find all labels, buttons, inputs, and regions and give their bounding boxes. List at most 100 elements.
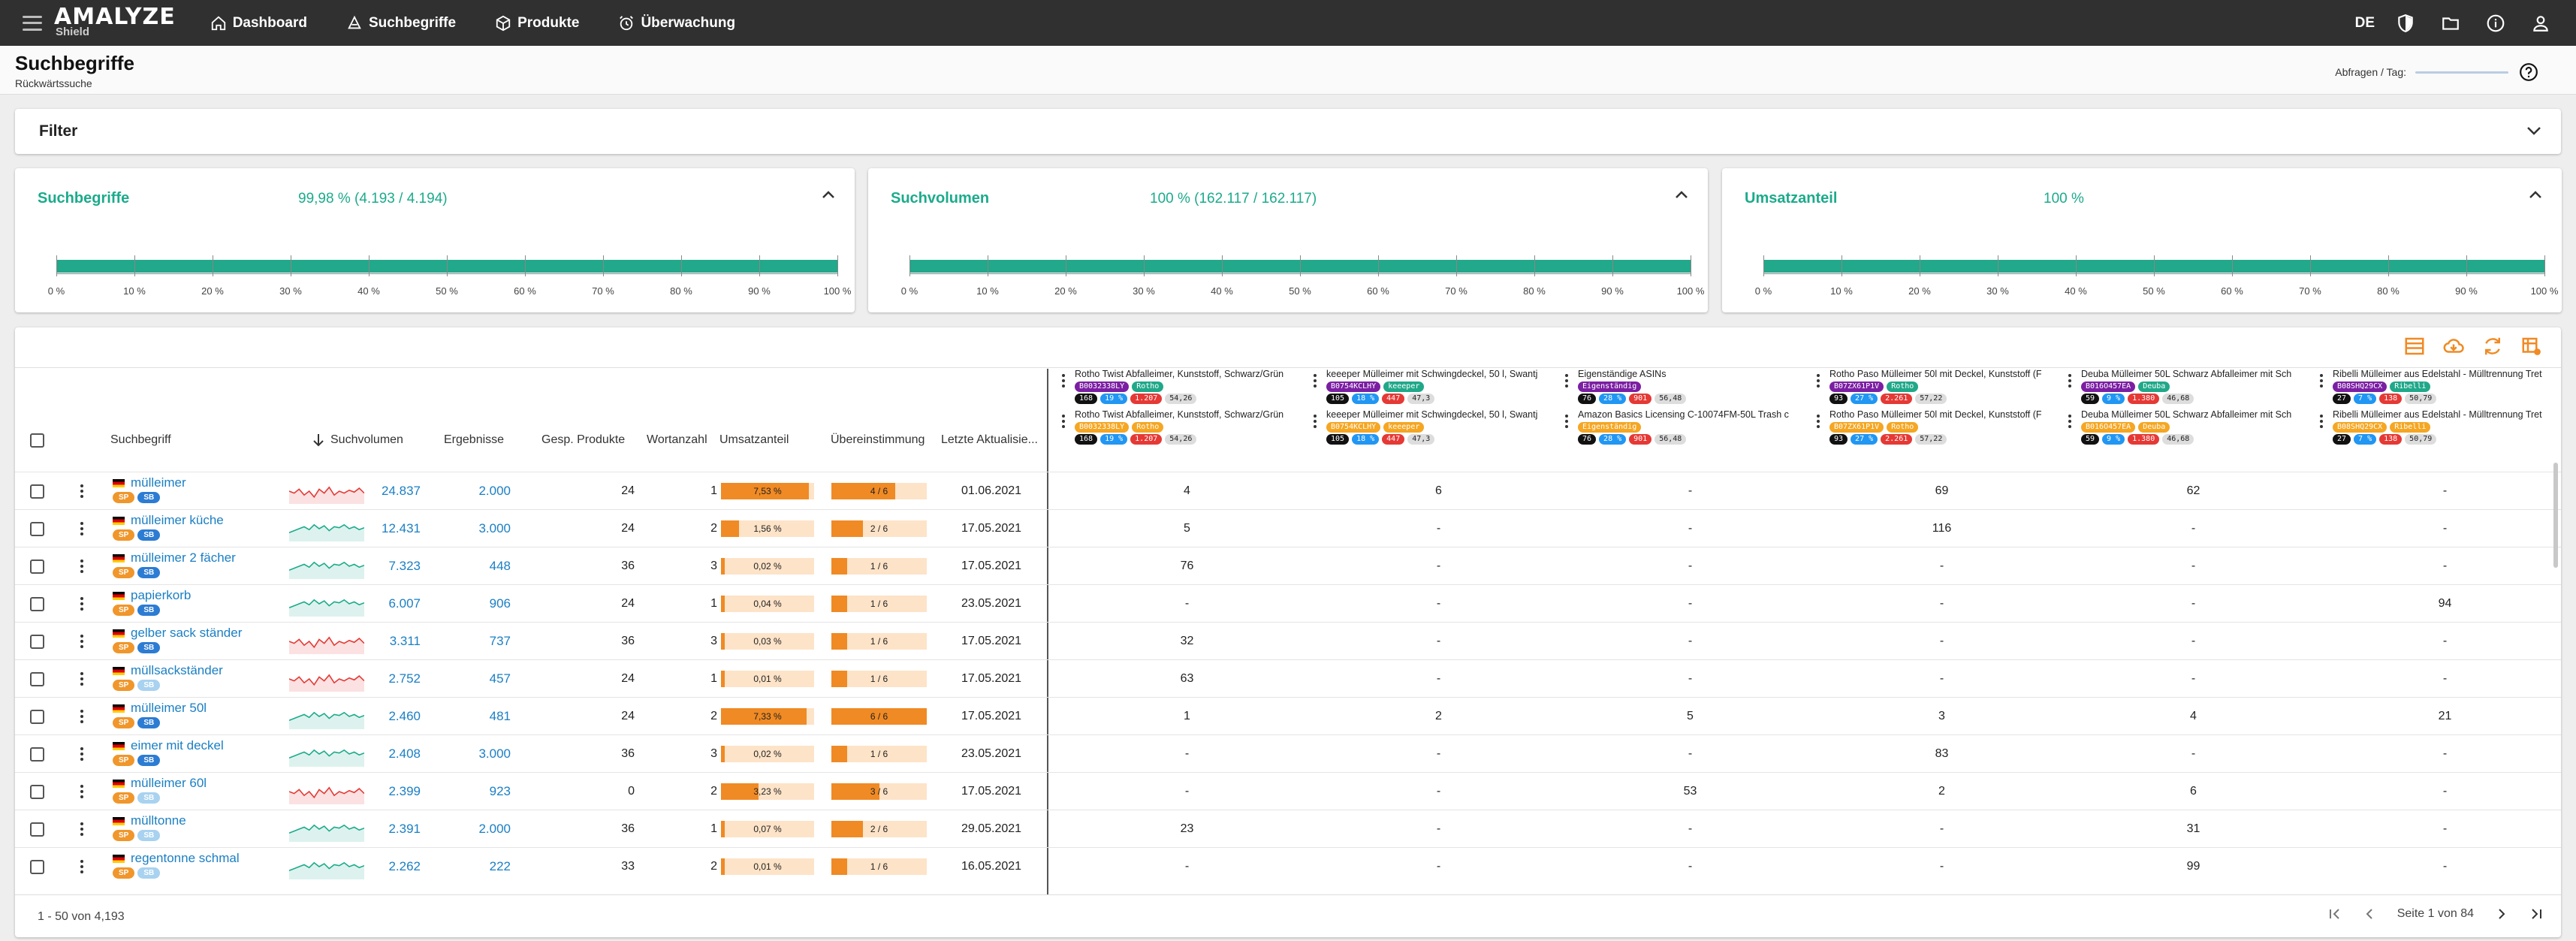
info-icon[interactable] <box>2486 14 2505 33</box>
more-vert-icon[interactable] <box>80 784 84 799</box>
col-match[interactable]: Übereinstimmung <box>831 433 925 446</box>
asin-header[interactable]: Deuba Mülleimer 50L Schwarz Abfalleimer … <box>2068 409 2319 445</box>
results-count[interactable]: 481 <box>489 709 511 723</box>
results-count[interactable]: 923 <box>489 784 511 798</box>
more-vert-icon[interactable] <box>2068 414 2072 429</box>
prev-page-icon[interactable] <box>2363 907 2376 921</box>
chevron-down-icon[interactable] <box>2526 125 2541 136</box>
menu-icon[interactable] <box>23 15 42 31</box>
app-logo[interactable]: AMALYZE Shield <box>54 3 176 38</box>
results-count[interactable]: 3.000 <box>478 521 511 535</box>
more-vert-icon[interactable] <box>80 709 84 724</box>
row-checkbox[interactable] <box>30 521 44 536</box>
table-settings-icon[interactable] <box>2520 335 2543 357</box>
more-vert-icon[interactable] <box>1816 414 1820 429</box>
asin-header[interactable]: Eigenständige ASINs Eigenständig 76 28 % 901… <box>1564 369 1816 404</box>
keyword-link[interactable]: papierkorb <box>131 588 192 602</box>
results-count[interactable]: 3.000 <box>478 746 511 761</box>
row-checkbox[interactable] <box>30 634 44 649</box>
more-vert-icon[interactable] <box>80 484 84 499</box>
asin-chip[interactable]: B0754KCLHY <box>1326 382 1381 392</box>
col-keyword[interactable]: Suchbegriff <box>110 433 171 446</box>
asin-chip[interactable]: B016O457EA <box>2081 422 2136 433</box>
table-row[interactable]: mülleimer 2 fächer SP SB 7.323 448 36 3 0,02 % 1… <box>15 547 2561 584</box>
more-vert-icon[interactable] <box>80 859 84 874</box>
nav-item-1[interactable]: Dashboard <box>210 15 307 32</box>
asin-header[interactable]: keeeper Mülleimer mit Schwingdeckel, 50 … <box>1313 409 1564 445</box>
more-vert-icon[interactable] <box>2068 373 2072 388</box>
next-page-icon[interactable] <box>2495 907 2508 921</box>
row-checkbox[interactable] <box>30 859 44 874</box>
table-row[interactable]: gelber sack ständer SP SB 3.311 737 36 3 0,03 %… <box>15 622 2561 659</box>
more-vert-icon[interactable] <box>1313 373 1317 388</box>
help-icon[interactable] <box>2519 62 2538 82</box>
first-page-icon[interactable] <box>2328 907 2342 921</box>
results-count[interactable]: 457 <box>489 671 511 686</box>
keyword-link[interactable]: mülleimer <box>131 475 186 490</box>
account-icon[interactable] <box>2531 14 2550 33</box>
more-vert-icon[interactable] <box>1564 373 1569 388</box>
row-checkbox[interactable] <box>30 671 44 686</box>
search-volume[interactable]: 2.460 <box>388 709 421 723</box>
results-count[interactable]: 2.000 <box>478 484 511 498</box>
table-row[interactable]: eimer mit deckel SP SB 2.408 3.000 36 3 0,02 % 1… <box>15 734 2561 772</box>
more-vert-icon[interactable] <box>80 521 84 536</box>
keyword-link[interactable]: regentonne schmal <box>131 851 240 865</box>
nav-item-3[interactable]: Produkte <box>495 15 579 32</box>
keyword-link[interactable]: mülltonne <box>131 813 186 828</box>
asin-header[interactable]: Ribelli Mülleimer aus Edelstahl - Mülltr… <box>2319 369 2571 404</box>
asin-header[interactable]: Amazon Basics Licensing C-10074FM-50L Tr… <box>1564 409 1816 445</box>
last-page-icon[interactable] <box>2529 907 2543 921</box>
keyword-link[interactable]: mülleimer 50l <box>131 701 207 715</box>
more-vert-icon[interactable] <box>1313 414 1317 429</box>
more-vert-icon[interactable] <box>80 596 84 611</box>
asin-chip[interactable]: B0032338LY <box>1075 382 1130 392</box>
more-vert-icon[interactable] <box>80 822 84 837</box>
nav-item-4[interactable]: Überwachung <box>618 15 735 32</box>
keyword-link[interactable]: mülleimer küche <box>131 513 224 527</box>
asin-chip[interactable]: B08SHQ29CX <box>2333 422 2387 433</box>
asin-header[interactable]: keeeper Mülleimer mit Schwingdeckel, 50 … <box>1313 369 1564 404</box>
results-count[interactable]: 222 <box>489 859 511 873</box>
asin-chip[interactable]: B016O457EA <box>2081 382 2136 392</box>
language-switch[interactable]: DE <box>2354 14 2375 31</box>
keyword-link[interactable]: müllsackständer <box>131 663 223 677</box>
col-total-products[interactable]: Gesp. Produkte <box>541 433 626 446</box>
search-volume[interactable]: 2.752 <box>388 671 421 686</box>
table-row[interactable]: papierkorb SP SB 6.007 906 24 1 0,04 % 1 / 6 23.0… <box>15 584 2561 622</box>
results-count[interactable]: 448 <box>489 559 511 573</box>
row-checkbox[interactable] <box>30 596 44 611</box>
asin-chip[interactable]: B08SHQ29CX <box>2333 382 2387 392</box>
asin-chip[interactable]: B0032338LY <box>1075 422 1130 433</box>
asin-chip[interactable]: B07ZX61P1V <box>1829 422 1884 433</box>
more-vert-icon[interactable] <box>1061 414 1066 429</box>
table-row[interactable]: müllsackständer SP SB 2.752 457 24 1 0,01 % 1 / … <box>15 659 2561 697</box>
table-row[interactable]: mülltonne SP SB 2.391 2.000 36 1 0,07 % 2 / 6 29.… <box>15 810 2561 847</box>
chevron-up-icon[interactable] <box>2529 189 2542 200</box>
folder-icon[interactable] <box>2441 14 2460 33</box>
keyword-link[interactable]: mülleimer 60l <box>131 776 207 790</box>
refresh-icon[interactable] <box>2481 335 2504 357</box>
sort-desc-icon[interactable] <box>312 433 324 447</box>
asin-header[interactable]: Rotho Twist Abfalleimer, Kunststoff, Sch… <box>1061 409 1313 445</box>
table-row[interactable]: mülleimer 60l SP SB 2.399 923 0 2 3,23 % 3 / 6 17… <box>15 772 2561 810</box>
more-vert-icon[interactable] <box>80 559 84 574</box>
columns-icon[interactable] <box>2403 335 2426 357</box>
search-volume[interactable]: 2.408 <box>388 746 421 761</box>
select-all-checkbox[interactable] <box>30 433 44 448</box>
search-volume[interactable]: 2.262 <box>388 859 421 873</box>
search-volume[interactable]: 2.391 <box>388 822 421 836</box>
results-count[interactable]: 2.000 <box>478 822 511 836</box>
results-count[interactable]: 737 <box>489 634 511 648</box>
more-vert-icon[interactable] <box>80 634 84 649</box>
chevron-up-icon[interactable] <box>1675 189 1688 200</box>
vertical-scrollbar[interactable] <box>2553 463 2558 568</box>
search-volume[interactable]: 12.431 <box>382 521 421 535</box>
more-vert-icon[interactable] <box>2319 373 2324 388</box>
asin-header[interactable]: Rotho Paso Mülleimer 50l mit Deckel, Kun… <box>1816 369 2068 404</box>
search-volume[interactable]: 6.007 <box>388 596 421 611</box>
theme-toggle-icon[interactable] <box>2396 14 2415 33</box>
asin-header[interactable]: Deuba Mülleimer 50L Schwarz Abfalleimer … <box>2068 369 2319 404</box>
keyword-link[interactable]: mülleimer 2 fächer <box>131 550 236 565</box>
